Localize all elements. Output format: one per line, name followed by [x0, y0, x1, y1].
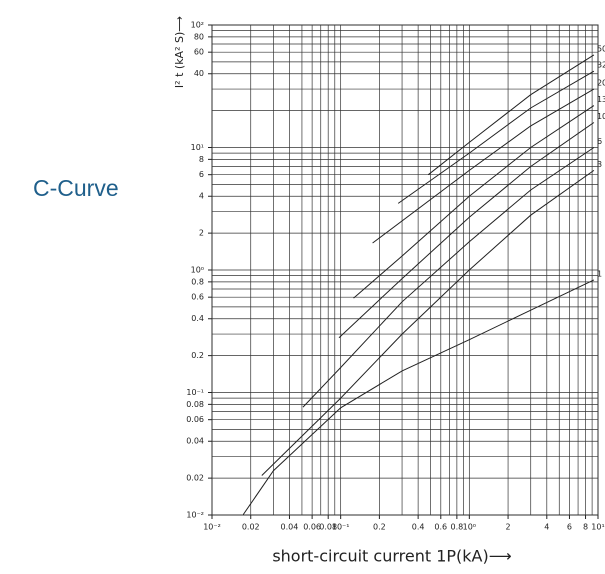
x-axis-label: short-circuit current 1P(kA)⟶ — [272, 547, 511, 566]
curve-label: 3 — [597, 160, 602, 169]
y-tick-label: 10¹ — [191, 143, 204, 152]
y-tick-label: 4 — [199, 192, 204, 201]
x-tick-label: 0.06 — [303, 523, 321, 532]
y-tick-label: 0.2 — [191, 351, 204, 360]
y-tick-label: 60 — [194, 48, 204, 57]
curve-label: 50 — [597, 44, 605, 53]
curve — [353, 105, 595, 299]
y-tick-label: 0.08 — [186, 400, 204, 409]
y-tick-label: 6 — [199, 170, 204, 179]
y-tick-label: 0.06 — [186, 415, 204, 424]
curve-label: 1 — [597, 269, 602, 278]
x-tick-label: 8 — [583, 523, 588, 532]
curve — [338, 122, 595, 339]
y-tick-label: 80 — [194, 32, 204, 41]
x-tick-label: 6 — [567, 523, 572, 532]
x-tick-label: 0.4 — [412, 523, 425, 532]
y-tick-label: 40 — [194, 69, 204, 78]
curve-label: 6 — [597, 137, 602, 146]
x-tick-label: 10⁻² — [203, 523, 221, 532]
y-tick-label: 10⁻¹ — [186, 388, 204, 397]
x-tick-label: 10⁰ — [463, 523, 476, 532]
y-tick-label: 0.4 — [191, 314, 204, 323]
y-tick-label: 0.02 — [186, 474, 204, 483]
curve-label: 32 — [597, 61, 605, 70]
curve — [372, 88, 595, 244]
y-tick-label: 2 — [199, 229, 204, 238]
curve — [242, 279, 595, 515]
x-tick-label: 0.2 — [373, 523, 386, 532]
y-tick-label: 0.8 — [191, 277, 204, 286]
x-tick-label: 4 — [544, 523, 549, 532]
curve — [261, 169, 595, 476]
y-tick-label: 8 — [199, 155, 204, 164]
curve — [397, 70, 595, 204]
y-tick-label: 0.04 — [186, 437, 204, 446]
x-tick-label: 0.04 — [281, 523, 299, 532]
x-tick-label: 0.8 — [450, 523, 463, 532]
y-axis-label: I² t (kA² S)⟶ — [173, 16, 186, 88]
y-tick-label: 10⁰ — [191, 266, 204, 275]
x-tick-label: 0.02 — [242, 523, 260, 532]
y-tick-label: 10² — [191, 21, 204, 30]
curve-label: 20 — [597, 79, 605, 88]
curve — [302, 147, 595, 408]
x-tick-label: 2 — [506, 523, 511, 532]
chart-title: C-Curve — [33, 175, 119, 201]
x-tick-label: 10¹ — [591, 523, 604, 532]
curve-label: 10 — [597, 112, 605, 121]
y-tick-label: 0.6 — [191, 293, 204, 302]
curve-label: 13 — [597, 95, 605, 104]
x-tick-label: 0.08 — [319, 523, 337, 532]
curve — [427, 54, 595, 176]
x-tick-label: 10⁻¹ — [332, 523, 350, 532]
x-tick-label: 0.6 — [434, 523, 447, 532]
y-tick-label: 10⁻² — [186, 511, 204, 520]
